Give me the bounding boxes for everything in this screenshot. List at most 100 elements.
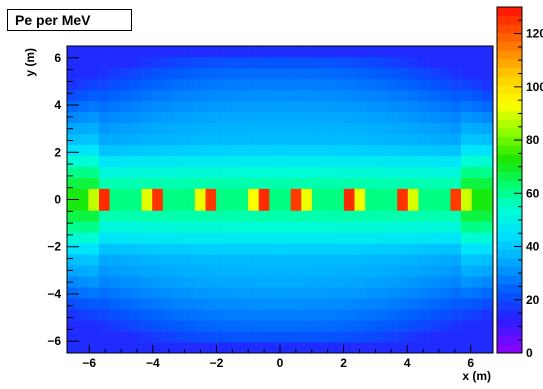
heatmap-cell [248, 46, 259, 58]
heatmap-cell [120, 265, 132, 277]
heatmap-cell [333, 331, 345, 343]
heatmap-cell [194, 155, 206, 167]
heatmap-cell [290, 144, 302, 156]
heatmap-cell [130, 320, 142, 332]
heatmap-cell [141, 309, 153, 321]
heatmap-cell [397, 133, 409, 145]
heatmap-cell [98, 100, 110, 113]
heatmap-cell [67, 100, 78, 113]
heatmap-cell [471, 111, 483, 124]
heatmap-cell [226, 265, 238, 277]
heatmap-cell [120, 331, 132, 343]
heatmap-cell [109, 56, 121, 69]
heatmap-cell [407, 177, 419, 189]
colorbar-segment [497, 84, 522, 94]
heatmap-cell [429, 210, 441, 222]
heatmap-cell [365, 78, 377, 91]
heatmap-cell [386, 46, 398, 58]
heatmap-cell [343, 243, 355, 255]
heatmap-cell [258, 46, 270, 58]
heatmap-cell [365, 188, 377, 200]
heatmap-cell [365, 254, 377, 266]
heatmap-cell [130, 133, 142, 145]
heatmap-cell [450, 276, 462, 288]
heatmap-cell [162, 232, 174, 244]
heatmap-cell [77, 276, 89, 288]
heatmap-cell [258, 78, 270, 91]
heatmap-cell [386, 309, 398, 321]
heatmap-cell [418, 89, 430, 102]
heatmap-cell [301, 232, 313, 244]
heatmap-cell [194, 276, 206, 288]
heatmap-cell [365, 46, 377, 58]
heatmap-cell [407, 254, 419, 266]
heatmap-cell [322, 243, 334, 255]
heatmap-cell [88, 320, 100, 332]
heatmap-cell [205, 111, 217, 124]
heatmap-cell [216, 111, 228, 124]
heatmap-cell [184, 155, 196, 167]
heatmap-cell [386, 133, 398, 145]
heatmap-cell [109, 210, 121, 222]
x-tick-label: −2 [210, 356, 224, 370]
heatmap-cell [407, 276, 419, 288]
heatmap-cell [184, 67, 196, 80]
heatmap-cell [429, 78, 441, 91]
heatmap-cell [162, 78, 174, 91]
heatmap-cell [301, 243, 313, 255]
heatmap-cell [67, 342, 78, 354]
heatmap-cell [461, 221, 472, 233]
heatmap-cell [269, 89, 281, 102]
heatmap-cell [343, 100, 355, 113]
heatmap-cell [216, 166, 228, 178]
heatmap-cell [194, 342, 206, 354]
heatmap-cell [407, 199, 419, 211]
heatmap-cell [290, 320, 302, 332]
heatmap-cell [237, 155, 249, 167]
heatmap-cell [290, 188, 302, 200]
heatmap-cell [120, 166, 132, 178]
heatmap-cell [98, 67, 110, 80]
heatmap-cell [280, 133, 291, 145]
heatmap-cell [77, 89, 89, 102]
heatmap-cell [386, 265, 398, 277]
heatmap-cell [88, 166, 100, 178]
heatmap-cell [205, 287, 217, 299]
heatmap-cell [354, 221, 366, 233]
heatmap-cell [120, 122, 132, 135]
heatmap-cell [322, 320, 334, 332]
heatmap-cell [482, 166, 494, 178]
heatmap-cell [141, 166, 153, 178]
heatmap-cell [482, 276, 494, 288]
heatmap-cell [290, 122, 302, 135]
heatmap-cell [280, 199, 291, 211]
colorbar-layer: 0 20 40 60 80 100 120 [496, 6, 543, 360]
heatmap-cell [418, 56, 430, 69]
heatmap-cell [152, 144, 164, 156]
heatmap-cell [354, 320, 366, 332]
heatmap-cell [216, 210, 228, 222]
heatmap-cell [67, 199, 78, 211]
heatmap-cell [333, 199, 345, 211]
heatmap-cell [258, 144, 270, 156]
heatmap-cell [109, 221, 121, 233]
heatmap-cell [109, 46, 121, 58]
heatmap-cell [98, 221, 110, 233]
heatmap-cell [88, 331, 100, 343]
heatmap-cell [482, 188, 494, 200]
heatmap-cell [311, 111, 323, 124]
heatmap-cell [386, 144, 398, 156]
heatmap-cell [386, 177, 398, 189]
heatmap-cell [205, 199, 217, 211]
heatmap-cell [450, 243, 462, 255]
heatmap-cell [109, 320, 121, 332]
heatmap-cell [141, 78, 153, 91]
heatmap-cell [205, 56, 217, 69]
heatmap-cell [354, 155, 366, 167]
heatmap-cell [205, 133, 217, 145]
heatmap-cell [407, 46, 419, 58]
heatmap-cell [162, 177, 174, 189]
heatmap-cell [98, 56, 110, 69]
heatmap-cell [280, 188, 291, 200]
heatmap-cell [407, 342, 419, 354]
